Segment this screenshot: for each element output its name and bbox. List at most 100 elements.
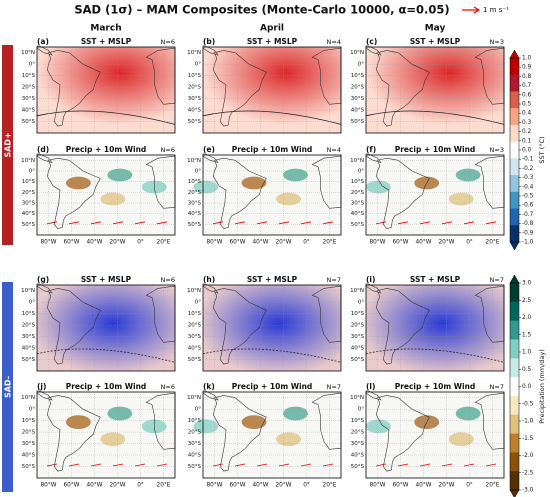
precip-anomaly <box>455 406 481 421</box>
lat-tick-label: 10°S <box>22 311 36 317</box>
coastline <box>311 392 342 450</box>
side-bar <box>2 45 13 245</box>
colorbar-tick-label: 1.5 <box>522 332 532 338</box>
colorbar-tick-label: 0.6 <box>522 92 532 98</box>
lat-tick-label: 30°S <box>22 96 36 102</box>
lat-tick-label: 10°N <box>21 288 35 294</box>
panel-label: (j) <box>37 382 46 391</box>
precip-anomaly <box>283 406 308 421</box>
precip-anomaly <box>100 192 126 206</box>
colorbar-tick-label: -0.8 <box>522 221 534 227</box>
lat-tick-label: 10°N <box>350 288 364 294</box>
lon-tick-label: 60°W <box>229 240 245 246</box>
panel-label: (a) <box>37 37 49 46</box>
lon-tick-label: 60°W <box>229 483 245 489</box>
panel-label: (l) <box>366 382 375 391</box>
panel-background <box>366 392 504 478</box>
lon-tick-label: 20°E <box>157 483 171 489</box>
coastline <box>311 285 342 343</box>
colorbar-segment <box>510 301 519 321</box>
panel-frame <box>202 154 342 236</box>
panel-n: N=3 <box>490 146 504 154</box>
figure-title: SAD (1σ) – MAM Composites (Monte-Carlo 1… <box>74 3 449 17</box>
coastline <box>365 45 382 56</box>
panel-background <box>203 155 341 235</box>
panel-label: (g) <box>37 275 49 284</box>
lon-tick-label: 20°W <box>109 483 125 489</box>
precip-anomaly <box>283 168 308 182</box>
panel-title: Precip + 10m Wind <box>66 145 147 154</box>
colorbar-tick-label: 0.8 <box>522 74 532 80</box>
lon-tick-label: 20°W <box>275 483 291 489</box>
colorbar-tick-label: -0.9 <box>522 230 534 236</box>
lat-tick-label: 20°S <box>22 323 36 329</box>
panel-title: Precip + 10m Wind <box>395 145 476 154</box>
wind-vector <box>212 463 224 467</box>
panel-label: (f) <box>366 145 376 154</box>
lat-tick-label: 10°S <box>188 311 202 317</box>
coastline <box>36 390 53 401</box>
lat-tick-label: 20°S <box>188 323 202 329</box>
colorbar-tick-label: 0.1 <box>522 138 532 144</box>
lat-tick-label: 40°S <box>22 346 36 352</box>
panel-title: Precip + 10m Wind <box>232 145 313 154</box>
lat-tick-label: 10°N <box>350 50 364 56</box>
legend-arrow-head <box>473 6 481 14</box>
lat-tick-label: 50°S <box>22 222 36 228</box>
wind-vector <box>234 463 246 467</box>
panel-frame <box>202 284 342 372</box>
panel-label: (d) <box>37 145 49 154</box>
sst-field <box>37 47 175 133</box>
panel-title: SST + MSLP <box>410 275 461 284</box>
column-header: May <box>425 24 446 34</box>
lat-tick-label: 10°S <box>22 418 36 424</box>
coastline <box>474 155 505 209</box>
lat-tick-label: 30°S <box>188 334 202 340</box>
colorbar-segment <box>510 414 519 434</box>
colorbar-tick-label: 0.5 <box>522 367 532 373</box>
wind-vector <box>278 221 290 225</box>
sst-field <box>203 47 341 133</box>
colorbar-end <box>509 489 520 497</box>
colorbar-tick-label: -3.0 <box>522 488 534 494</box>
wind-vector <box>485 463 497 467</box>
precip-anomaly <box>193 419 219 434</box>
colorbar-segment <box>510 395 519 416</box>
lon-tick-label: 80°W <box>206 240 222 246</box>
colorbar-tick-label: -1.5 <box>522 436 534 442</box>
colorbar-segment <box>510 74 519 92</box>
lat-tick-label: 10°N <box>187 158 201 164</box>
lat-tick-label: 10°S <box>22 179 36 185</box>
coastline <box>202 45 219 56</box>
lon-tick-label: 0° <box>137 240 144 246</box>
lat-tick-label: 10°N <box>187 50 201 56</box>
panel-n: N=7 <box>490 383 504 391</box>
coastline <box>145 155 176 209</box>
precip-anomaly <box>448 192 474 206</box>
lat-tick-label: 50°S <box>188 464 202 470</box>
colorbar-segment <box>510 339 519 359</box>
lat-tick-label: 10°S <box>22 73 36 79</box>
lat-tick-label: 50°S <box>351 119 365 125</box>
wind-vector <box>375 463 387 467</box>
lat-tick-label: 40°S <box>22 108 36 114</box>
coastline <box>474 285 505 343</box>
wind-vector <box>397 463 409 467</box>
colorbar-segment <box>510 191 519 209</box>
wind-vector <box>375 221 387 225</box>
wind-vector <box>156 463 168 467</box>
lat-tick-label: 40°S <box>188 453 202 459</box>
lat-tick-label: 50°S <box>351 464 365 470</box>
wind-vector <box>156 221 168 225</box>
wind-vector <box>322 221 334 225</box>
colorbar-tick-label: -0.5 <box>522 194 534 200</box>
colorbar-end <box>509 49 520 59</box>
lat-tick-label: 30°S <box>351 201 365 207</box>
lon-tick-label: 80°W <box>369 483 385 489</box>
sst-field <box>366 285 504 371</box>
coastline <box>145 47 176 105</box>
lat-tick-label: 50°S <box>22 357 36 363</box>
coastline <box>365 390 382 401</box>
lat-tick-label: 40°S <box>351 108 365 114</box>
wind-vector <box>419 221 431 225</box>
